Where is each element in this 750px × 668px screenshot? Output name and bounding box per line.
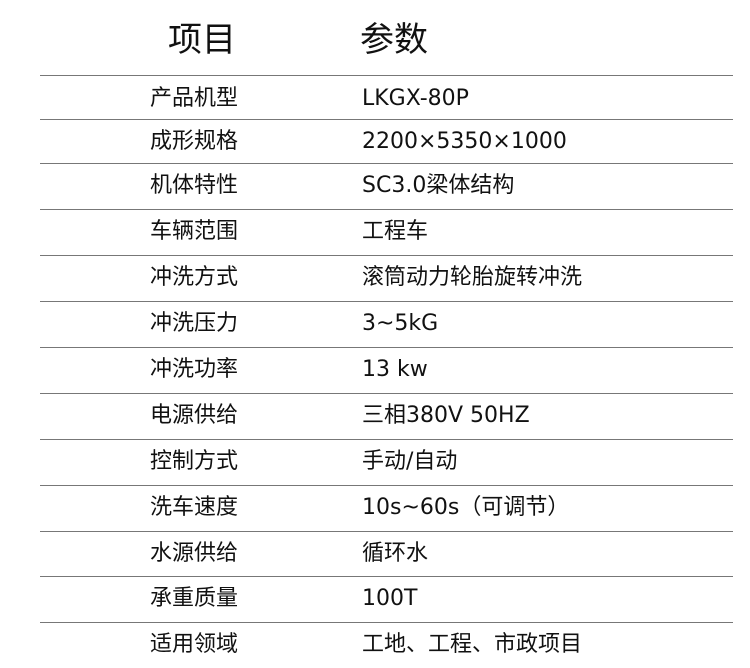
row-divider xyxy=(40,255,733,256)
table-row: 电源供给 三相380V 50HZ xyxy=(0,393,750,439)
row-divider xyxy=(40,622,733,623)
row-label: 产品机型 xyxy=(150,86,239,111)
row-divider xyxy=(40,347,733,348)
row-label: 成形规格 xyxy=(150,129,239,154)
header-param: 参数 xyxy=(360,20,428,60)
row-value: 滚筒动力轮胎旋转冲洗 xyxy=(362,265,583,290)
row-label: 机体特性 xyxy=(150,173,239,198)
row-divider xyxy=(40,75,733,76)
row-label: 车辆范围 xyxy=(150,219,239,244)
row-value: LKGX-80P xyxy=(362,86,469,111)
table-row: 车辆范围 工程车 xyxy=(0,209,750,255)
row-value: 100T xyxy=(362,586,418,611)
row-divider xyxy=(40,439,733,440)
row-value: 3~5kG xyxy=(362,311,439,336)
row-label: 洗车速度 xyxy=(150,495,239,520)
header-item: 项目 xyxy=(168,20,236,60)
row-label: 冲洗功率 xyxy=(150,357,239,382)
table-row: 成形规格 2200×5350×1000 xyxy=(0,119,750,165)
row-label: 冲洗方式 xyxy=(150,265,239,290)
row-label: 水源供给 xyxy=(150,541,239,566)
table-row: 产品机型 LKGX-80P xyxy=(0,76,750,122)
table-row: 适用领域 工地、工程、市政项目 xyxy=(0,622,750,668)
row-value: 循环水 xyxy=(362,541,429,566)
row-value: 三相380V 50HZ xyxy=(362,403,530,428)
row-divider xyxy=(40,531,733,532)
row-divider xyxy=(40,209,733,210)
row-label: 冲洗压力 xyxy=(150,311,239,336)
row-label: 电源供给 xyxy=(150,403,239,428)
row-divider xyxy=(40,576,733,577)
row-value: SC3.0梁体结构 xyxy=(362,173,515,198)
table-row: 控制方式 手动/自动 xyxy=(0,439,750,485)
table-row: 机体特性 SC3.0梁体结构 xyxy=(0,163,750,209)
row-value: 2200×5350×1000 xyxy=(362,129,567,154)
row-value: 手动/自动 xyxy=(362,449,458,474)
row-divider xyxy=(40,393,733,394)
row-value: 工程车 xyxy=(362,219,429,244)
row-divider xyxy=(40,301,733,302)
table-row: 冲洗压力 3~5kG xyxy=(0,301,750,347)
table-row: 冲洗功率 13 kw xyxy=(0,347,750,393)
row-divider xyxy=(40,119,733,120)
table-row: 洗车速度 10s~60s（可调节） xyxy=(0,485,750,531)
table-row: 冲洗方式 滚筒动力轮胎旋转冲洗 xyxy=(0,255,750,301)
row-divider xyxy=(40,485,733,486)
row-value: 工地、工程、市政项目 xyxy=(362,632,583,657)
table-row: 承重质量 100T xyxy=(0,576,750,622)
table-row: 水源供给 循环水 xyxy=(0,531,750,577)
row-label: 适用领域 xyxy=(150,632,239,657)
row-label: 承重质量 xyxy=(150,586,239,611)
row-label: 控制方式 xyxy=(150,449,239,474)
row-value: 10s~60s（可调节） xyxy=(362,495,570,520)
row-value: 13 kw xyxy=(362,357,428,382)
row-divider xyxy=(40,163,733,164)
